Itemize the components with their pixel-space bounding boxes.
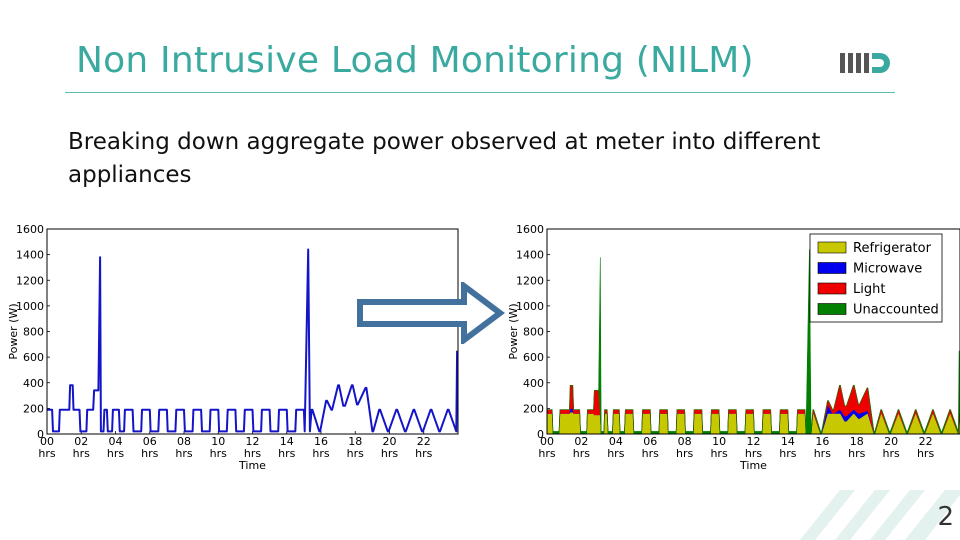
slide-title: Non Intrusive Load Monitoring (NILM) (76, 40, 754, 81)
x-tick-label: 12 hrs (244, 435, 261, 460)
x-tick-label: 08 hrs (676, 435, 693, 460)
y-tick-label: 200 (23, 402, 44, 415)
legend-swatch (817, 282, 847, 295)
legend-label: Light (853, 282, 885, 297)
right-arrow-icon (357, 282, 505, 344)
x-axis-label: Time (238, 459, 266, 472)
title-divider (65, 92, 895, 93)
x-tick-label: 16 hrs (814, 435, 831, 460)
y-tick-label: 400 (523, 377, 544, 390)
aggregate-power-line (47, 248, 459, 433)
x-tick-label: 14 hrs (278, 435, 295, 460)
x-tick-label: 04 hrs (107, 435, 124, 460)
y-tick-label: 600 (23, 351, 44, 364)
y-tick-label: 200 (523, 402, 544, 415)
y-axis-label: Power (W) (507, 303, 520, 359)
x-tick-label: 22 hrs (415, 435, 432, 460)
x-tick-label: 10 hrs (710, 435, 727, 460)
plot-frame (546, 228, 960, 435)
x-tick-label: 02 hrs (573, 435, 590, 460)
disaggregated-power-chart: 0 200 400 600 800 1000 1200 1400 1600 00 hrs 02 hrs 0… (507, 223, 960, 472)
aggregate-power-chart: 0 200 400 600 800 1000 1200 1400 1600 00 hrs 02 hrs 0… (7, 223, 459, 472)
x-tick-label: 08 hrs (175, 435, 192, 460)
slide-subtitle: Breaking down aggregate power observed a… (68, 126, 848, 192)
y-tick-label: 800 (523, 326, 544, 339)
y-tick-label: 600 (523, 351, 544, 364)
y-tick-label: 1600 (16, 223, 44, 236)
legend-label: Microwave (853, 262, 922, 277)
x-tick-label: 06 hrs (141, 435, 158, 460)
legend-label: Unaccounted (853, 303, 939, 318)
x-tick-label: 18 hrs (347, 435, 364, 460)
x-tick-label: 00 hrs (38, 435, 55, 460)
y-tick-label: 0 (37, 428, 44, 441)
legend-swatch (817, 303, 847, 315)
subtitle-line: Breaking down aggregate power observed a… (68, 129, 821, 155)
y-tick-label: 1000 (16, 300, 44, 313)
y-tick-label: 0 (537, 428, 544, 441)
decorative-stripes (800, 490, 960, 540)
legend-label: Refrigerator (853, 241, 932, 256)
x-tick-label: 12 hrs (745, 435, 762, 460)
y-tick-label: 400 (23, 377, 44, 390)
plot-frame (46, 228, 459, 435)
y-tick-label: 1200 (516, 274, 544, 287)
y-tick-label: 1400 (516, 249, 544, 262)
x-tick-label: 10 hrs (210, 435, 227, 460)
legend-swatch (817, 241, 847, 254)
x-tick-label: 14 hrs (779, 435, 796, 460)
page-number: 2 (937, 502, 954, 532)
y-axis-label: Power (W) (7, 303, 20, 359)
y-tick-label: 1200 (16, 274, 44, 287)
x-tick-label: 06 hrs (642, 435, 659, 460)
legend-swatch (817, 262, 847, 274)
x-tick-label: 04 hrs (607, 435, 624, 460)
y-tick-label: 1400 (16, 249, 44, 262)
x-tick-label: 22 hrs (917, 435, 934, 460)
subtitle-line: appliances (68, 162, 192, 188)
y-tick-label: 800 (23, 326, 44, 339)
x-tick-label: 20 hrs (883, 435, 900, 460)
iiitd-logo-icon (840, 53, 890, 73)
y-tick-label: 1600 (516, 223, 544, 236)
x-tick-label: 18 hrs (848, 435, 865, 460)
x-tick-label: 20 hrs (381, 435, 398, 460)
x-tick-label: 00 hrs (538, 435, 555, 460)
x-axis-label: Time (739, 459, 767, 472)
x-tick-label: 02 hrs (73, 435, 90, 460)
y-tick-label: 1000 (516, 300, 544, 313)
x-tick-label: 16 hrs (312, 435, 329, 460)
